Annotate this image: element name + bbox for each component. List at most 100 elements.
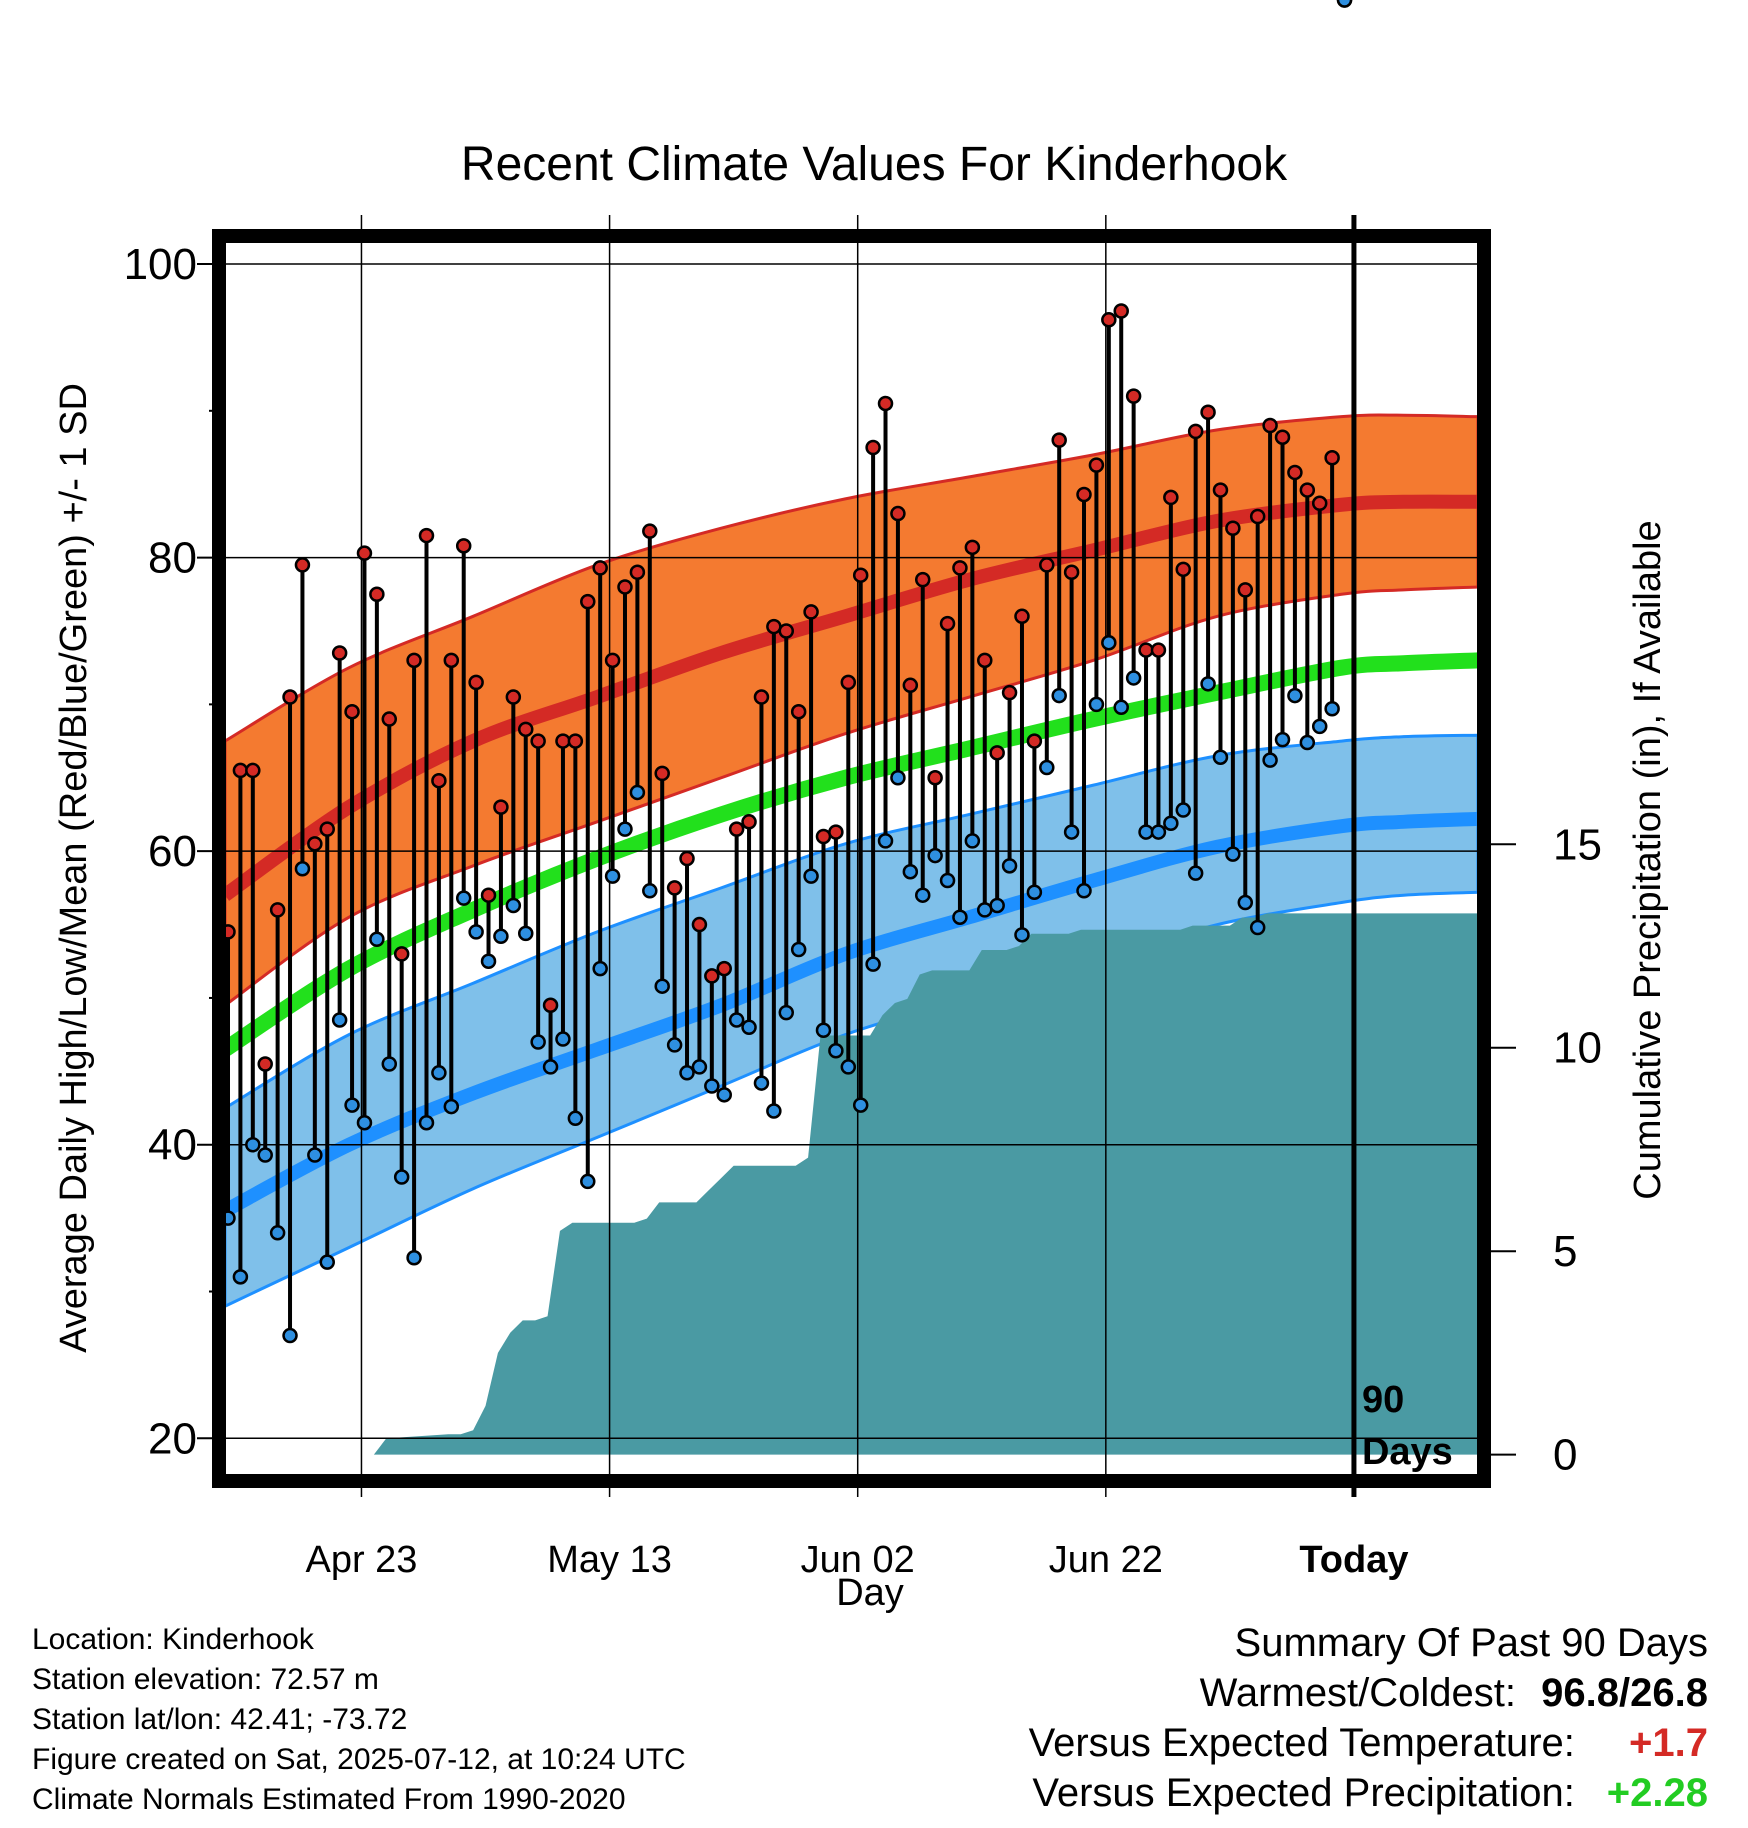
daily-low-point <box>381 1056 398 1072</box>
warmest-coldest-values: 96.8/26.8 <box>1541 1668 1708 1718</box>
daily-low-point <box>319 1254 335 1270</box>
daily-low-point <box>989 897 1005 914</box>
daily-high-point <box>480 887 497 903</box>
daily-high-point <box>741 814 757 830</box>
daily-low-point <box>604 868 621 884</box>
y-right-tick-label: 10 <box>1553 1024 1602 1073</box>
daily-low-point <box>1051 687 1067 704</box>
daily-low-point <box>592 960 608 977</box>
daily-low-point <box>1225 846 1241 862</box>
daily-low-point <box>629 784 646 801</box>
daily-high-point <box>964 539 981 556</box>
daily-low-point <box>393 1169 410 1185</box>
elevation-text: Station elevation: 72.57 m <box>32 1663 379 1696</box>
precip-anomaly-label: Versus Expected Precipitation: <box>1032 1771 1575 1815</box>
daily-high-point <box>1200 404 1216 421</box>
daily-high-point <box>381 711 398 727</box>
daily-high-point <box>914 571 931 588</box>
daily-high-point <box>766 618 782 635</box>
daily-high-point <box>1274 429 1291 445</box>
daily-low-point <box>939 872 956 889</box>
daily-high-point <box>1262 417 1278 434</box>
daily-high-point <box>642 523 658 539</box>
normals-text: Climate Normals Estimated From 1990-2020 <box>32 1783 626 1816</box>
daily-low-point <box>666 1037 683 1053</box>
daily-low-point <box>269 1225 286 1241</box>
daily-high-point <box>877 395 894 412</box>
daily-low-point <box>331 1012 348 1028</box>
daily-low-point <box>344 1097 360 1113</box>
daily-high-point <box>406 652 422 669</box>
daily-high-point <box>257 1056 273 1072</box>
daily-low-point <box>1113 699 1129 716</box>
y-right-tick-label: 0 <box>1553 1431 1577 1480</box>
daily-low-point <box>1324 701 1340 717</box>
daily-low-point <box>778 1004 795 1021</box>
daily-high-point <box>344 703 360 720</box>
daily-low-point <box>741 1019 757 1036</box>
daily-high-point <box>604 652 621 669</box>
daily-observations <box>220 0 1353 1344</box>
daily-high-point <box>890 505 906 522</box>
daily-high-point <box>828 824 844 840</box>
daily-high-point <box>815 828 832 845</box>
x-tick-label: May 13 <box>547 1539 672 1581</box>
daily-low-point <box>1138 824 1154 840</box>
daily-high-point <box>939 615 956 632</box>
daily-low-point <box>257 1147 273 1163</box>
daily-low-point <box>418 1114 435 1131</box>
daily-low-point <box>505 897 522 914</box>
daily-low-point <box>1237 894 1254 911</box>
daily-low-point <box>480 953 497 969</box>
created-text: Figure created on Sat, 2025-07-12, at 10… <box>32 1743 686 1776</box>
warmest-coldest-label: Warmest/Coldest: <box>1199 1671 1517 1715</box>
daily-low-point <box>704 1078 720 1094</box>
precipitation-area <box>225 913 1478 1455</box>
daily-high-point <box>654 765 670 782</box>
daily-high-point <box>691 916 708 933</box>
daily-high-point <box>1150 642 1167 658</box>
daily-low-point <box>455 890 472 906</box>
y-left-tick-label: 100 <box>124 240 197 289</box>
daily-high-point <box>902 677 919 694</box>
daily-high-point <box>1249 508 1266 525</box>
daily-low-point <box>927 847 943 864</box>
summary-panel: Summary Of Past 90 Days Warmest/Coldest:… <box>1029 1618 1708 1818</box>
daily-low-point <box>1287 687 1303 704</box>
daily-low-point <box>1299 734 1316 751</box>
y-left-tick-label: 80 <box>148 534 197 583</box>
daily-high-point <box>1175 561 1192 578</box>
daily-low-point <box>766 1103 782 1119</box>
precip-anomaly-row: Versus Expected Precipitation: +2.28 <box>1029 1768 1708 1818</box>
daily-high-point <box>592 560 608 576</box>
y-left-tick-label: 20 <box>148 1414 197 1463</box>
daily-high-point <box>852 567 869 583</box>
daily-low-point <box>1249 919 1266 936</box>
daily-low-point <box>877 833 894 849</box>
daily-low-point <box>952 909 968 925</box>
daily-high-point <box>977 652 993 669</box>
daily-high-point <box>245 762 261 779</box>
cumulative-precip-area <box>225 913 1478 1455</box>
daily-high-point <box>1138 642 1154 658</box>
daily-high-point <box>790 703 807 720</box>
daily-low-point <box>1187 865 1204 881</box>
daily-high-point <box>517 721 534 738</box>
x-tick-label: Jun 02 <box>801 1539 915 1581</box>
daily-low-point <box>815 1022 832 1038</box>
temp-anomaly-value: +1.7 <box>1629 1721 1708 1765</box>
daily-low-point <box>369 931 385 947</box>
daily-high-point <box>1014 608 1030 625</box>
daily-low-point <box>642 883 658 899</box>
daily-high-point <box>1001 684 1018 701</box>
daily-low-point <box>493 928 509 945</box>
daily-high-point <box>356 545 373 561</box>
daily-low-point <box>790 941 807 958</box>
daily-high-point <box>555 733 571 749</box>
daily-low-point <box>1026 884 1043 901</box>
daily-low-point <box>1163 815 1179 832</box>
daily-high-point <box>269 902 286 918</box>
daily-low-point <box>468 924 484 940</box>
daily-low-point <box>555 1031 571 1047</box>
daily-high-point <box>840 674 857 691</box>
